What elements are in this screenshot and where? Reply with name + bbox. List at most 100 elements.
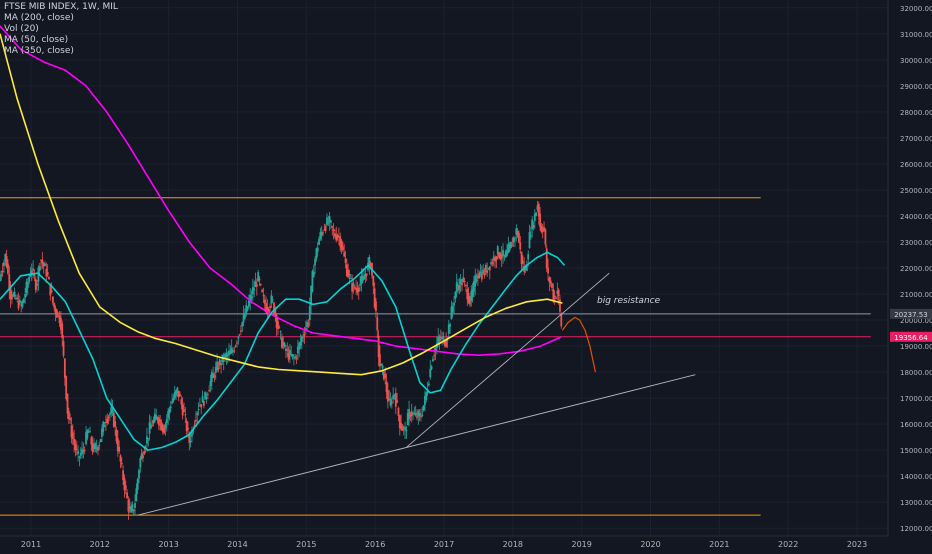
candle-body	[123, 477, 126, 491]
candle-body	[292, 357, 295, 359]
candle-body	[494, 258, 496, 262]
candle-body	[484, 264, 487, 273]
price-axis[interactable]: 12000.00 13000.00 14000.00 15000.00 16000.00…	[887, 0, 932, 536]
candle-body	[515, 228, 518, 235]
candle-body	[323, 229, 326, 231]
candle-body	[413, 413, 416, 415]
x-tick-label: 2020	[640, 540, 660, 549]
candle-body	[65, 376, 68, 400]
candle-body	[506, 249, 508, 256]
candle-body	[298, 342, 301, 350]
chart-title[interactable]: FTSE MIB INDEX, 1W, MIL	[4, 2, 118, 12]
candle-body	[529, 235, 532, 237]
candle-body	[119, 455, 122, 462]
candle-body	[409, 413, 412, 417]
candle-body	[294, 356, 297, 359]
candle-body	[559, 299, 561, 312]
indicator-ma350[interactable]: MA (350, close)	[4, 46, 74, 56]
indicator-volume[interactable]: Vol (20)	[4, 24, 39, 34]
candle-body	[74, 443, 77, 451]
candle-body	[377, 335, 380, 358]
candle-body	[498, 252, 500, 258]
trendlines	[137, 272, 696, 516]
candle-body	[553, 295, 556, 298]
candle-body	[458, 285, 461, 291]
candle-body	[210, 372, 213, 383]
candle-body	[46, 272, 49, 276]
candle-body	[106, 418, 109, 423]
indicator-ma200[interactable]: MA (200, close)	[4, 13, 74, 23]
candle-body	[20, 304, 23, 306]
x-tick-label: 2012	[90, 540, 110, 549]
candle-body	[150, 424, 152, 429]
candle-body	[204, 391, 207, 400]
candle-body	[289, 349, 291, 355]
candle-body	[44, 263, 46, 266]
candle-body	[112, 412, 115, 427]
candle-body	[512, 237, 515, 243]
candle-body	[428, 383, 430, 386]
y-tick-label: 17000.00	[900, 395, 932, 403]
candle-body	[364, 274, 367, 278]
candle-body	[120, 462, 123, 465]
y-tick-label: 18000.00	[900, 369, 932, 377]
candle-body	[528, 231, 531, 249]
y-tick-label: 19000.00	[900, 343, 932, 351]
candle-body	[169, 406, 172, 409]
candle-body	[524, 268, 527, 271]
y-tick-label: 31000.00	[900, 31, 932, 39]
candle-body	[450, 306, 453, 320]
candle-body	[281, 337, 283, 348]
candle-body	[390, 402, 393, 404]
candle-body	[196, 413, 199, 415]
candle-body	[314, 259, 316, 266]
candle-body	[420, 416, 422, 418]
candle-body	[500, 254, 503, 259]
candle-body	[208, 390, 211, 392]
candle-body	[269, 306, 271, 309]
candle-body	[372, 275, 375, 286]
time-axis[interactable]: 2011 2012 2013 2014 2015 2016 2017 2018 2019 2020…	[0, 535, 888, 549]
candle-body	[351, 282, 354, 292]
candle-body	[349, 277, 352, 279]
y-tick-label: 24000.00	[900, 213, 932, 221]
candle-body	[95, 447, 98, 449]
candle-body	[124, 485, 127, 490]
candle-body	[404, 426, 406, 431]
candle-body	[54, 308, 57, 315]
candle-body	[318, 238, 320, 245]
candle-body	[131, 504, 134, 511]
candle-body	[24, 293, 27, 298]
candle-body	[255, 284, 258, 287]
candle-body	[416, 416, 418, 418]
candle-body	[198, 405, 201, 407]
indicator-lines	[0, 25, 596, 451]
candle-body	[53, 303, 56, 309]
series-ma-350-close	[0, 33, 563, 376]
candle-body	[551, 283, 553, 288]
y-tick-label: 26000.00	[900, 161, 932, 169]
candle-body	[360, 275, 363, 284]
candle-body	[382, 371, 385, 380]
indicator-ma50[interactable]: MA (50, close)	[4, 35, 69, 45]
y-tick-label: 30000.00	[900, 57, 932, 65]
y-tick-label: 28000.00	[900, 109, 932, 117]
candle-body	[57, 313, 60, 315]
candle-body	[108, 413, 111, 416]
y-tick-label: 21000.00	[900, 291, 932, 299]
candle-body	[422, 405, 425, 411]
candle-body	[115, 429, 118, 442]
candle-body	[135, 488, 138, 502]
candle-body	[278, 327, 281, 329]
candle-body	[520, 251, 523, 265]
candle-body	[454, 291, 457, 299]
candle-body	[167, 411, 170, 419]
candle-body	[518, 233, 520, 243]
candle-body	[336, 235, 339, 238]
candle-body	[40, 259, 42, 261]
candle-body	[368, 256, 371, 267]
candle-body	[236, 342, 238, 344]
candle-body	[18, 299, 21, 303]
